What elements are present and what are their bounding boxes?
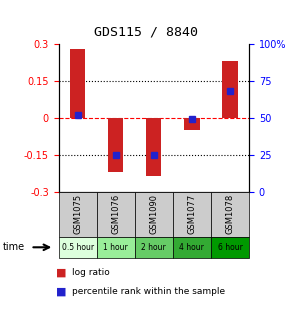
Bar	[222, 61, 238, 118]
Text: GSM1090: GSM1090	[149, 194, 158, 234]
Bar	[70, 49, 85, 118]
Text: 0.5 hour: 0.5 hour	[62, 243, 94, 252]
Text: time: time	[3, 242, 25, 252]
Text: 1 hour: 1 hour	[103, 243, 128, 252]
Bar	[146, 118, 161, 175]
Text: GSM1076: GSM1076	[111, 194, 120, 234]
Text: ■: ■	[56, 286, 66, 296]
Text: GSM1078: GSM1078	[226, 194, 234, 234]
Text: 4 hour: 4 hour	[180, 243, 204, 252]
Text: 6 hour: 6 hour	[218, 243, 242, 252]
Text: GSM1075: GSM1075	[73, 194, 82, 234]
Text: log ratio: log ratio	[72, 268, 110, 277]
Text: GDS115 / 8840: GDS115 / 8840	[95, 26, 198, 39]
Text: ■: ■	[56, 268, 66, 278]
Text: 2 hour: 2 hour	[142, 243, 166, 252]
Bar	[184, 118, 200, 130]
Text: GSM1077: GSM1077	[188, 194, 196, 234]
Text: percentile rank within the sample: percentile rank within the sample	[72, 287, 225, 296]
Bar	[108, 118, 123, 172]
